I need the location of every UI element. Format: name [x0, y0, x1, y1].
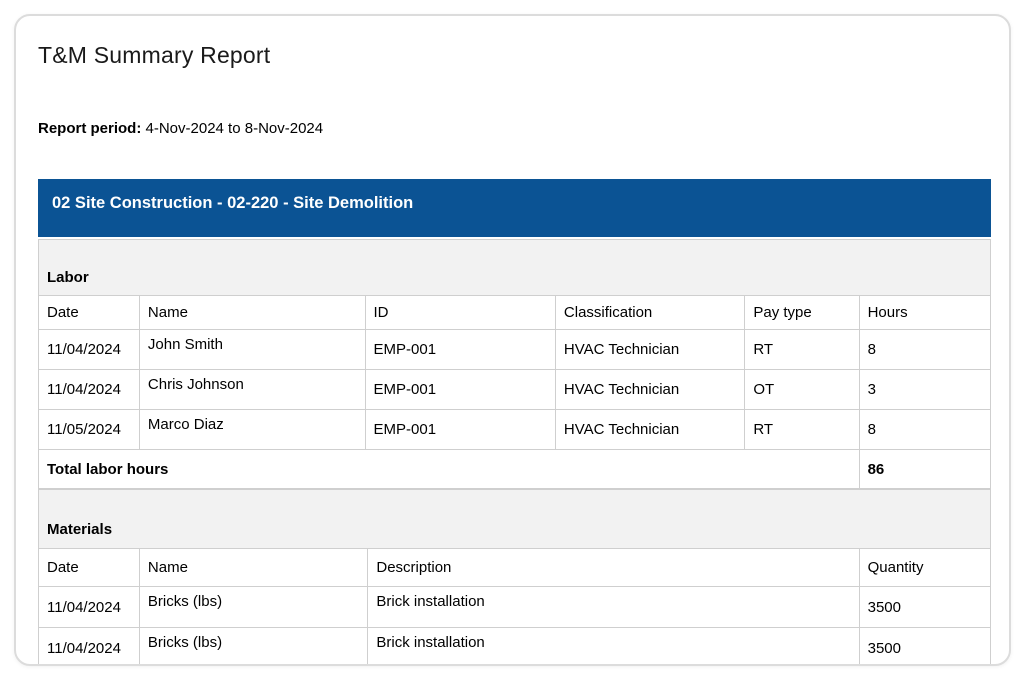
- materials-description: Brick installation: [367, 627, 860, 664]
- labor-paytype: OT: [744, 369, 860, 410]
- table-row: 11/04/2024 Bricks (lbs) Brick installati…: [38, 627, 992, 664]
- labor-total-value: 86: [858, 449, 992, 489]
- labor-date: 11/04/2024: [38, 329, 140, 370]
- labor-col-id: ID: [364, 295, 556, 330]
- labor-hours: 8: [858, 409, 992, 450]
- cost-code-header: 02 Site Construction - 02-220 - Site Dem…: [38, 179, 991, 237]
- labor-classification: HVAC Technician: [554, 409, 746, 450]
- labor-table: Date Name ID Classification Pay type Hou…: [38, 295, 992, 489]
- labor-total-label: Total labor hours: [38, 449, 860, 489]
- labor-name: Chris Johnson: [138, 369, 366, 410]
- labor-hours: 3: [858, 369, 992, 410]
- table-row: 11/04/2024 Chris Johnson EMP-001 HVAC Te…: [38, 369, 992, 410]
- materials-header-row: Date Name Description Quantity: [38, 548, 992, 587]
- page-title: T&M Summary Report: [38, 42, 271, 68]
- table-row: 11/04/2024 John Smith EMP-001 HVAC Techn…: [38, 329, 992, 370]
- table-row: 11/05/2024 Marco Diaz EMP-001 HVAC Techn…: [38, 409, 992, 450]
- labor-id: EMP-001: [364, 329, 556, 370]
- labor-classification: HVAC Technician: [554, 329, 746, 370]
- materials-table: Date Name Description Quantity 11/04/202…: [38, 548, 992, 664]
- materials-name: Bricks (lbs): [138, 586, 369, 628]
- labor-section-label: Labor: [38, 239, 991, 295]
- labor-col-paytype: Pay type: [744, 295, 860, 330]
- labor-col-hours: Hours: [858, 295, 992, 330]
- report-card: T&M Summary Report Report period: 4-Nov-…: [14, 14, 1011, 666]
- labor-paytype: RT: [744, 329, 860, 370]
- labor-col-name: Name: [138, 295, 366, 330]
- materials-col-description: Description: [367, 548, 860, 587]
- materials-col-date: Date: [38, 548, 140, 587]
- materials-section-label: Materials: [38, 489, 991, 548]
- labor-name: John Smith: [138, 329, 366, 370]
- labor-classification: HVAC Technician: [554, 369, 746, 410]
- labor-paytype: RT: [744, 409, 860, 450]
- labor-date: 11/04/2024: [38, 369, 140, 410]
- materials-name: Bricks (lbs): [138, 627, 369, 664]
- labor-hours: 8: [858, 329, 992, 370]
- report-period-value: 4-Nov-2024 to 8-Nov-2024: [145, 120, 324, 137]
- materials-quantity: 3500: [858, 627, 992, 664]
- labor-name: Marco Diaz: [138, 409, 366, 450]
- labor-id: EMP-001: [364, 369, 556, 410]
- labor-date: 11/05/2024: [38, 409, 140, 450]
- labor-col-classification: Classification: [554, 295, 746, 330]
- materials-date: 11/04/2024: [38, 586, 140, 628]
- report-period-label: Report period:: [38, 120, 142, 137]
- labor-col-date: Date: [38, 295, 140, 330]
- materials-description: Brick installation: [367, 586, 860, 628]
- labor-header-row: Date Name ID Classification Pay type Hou…: [38, 295, 992, 330]
- labor-total-row: Total labor hours 86: [38, 449, 992, 489]
- materials-quantity: 3500: [858, 586, 992, 628]
- materials-col-quantity: Quantity: [858, 548, 992, 587]
- materials-date: 11/04/2024: [38, 627, 140, 664]
- labor-id: EMP-001: [364, 409, 556, 450]
- report-period: Report period: 4-Nov-2024 to 8-Nov-2024: [38, 119, 991, 138]
- table-row: 11/04/2024 Bricks (lbs) Brick installati…: [38, 586, 992, 628]
- materials-col-name: Name: [138, 548, 369, 587]
